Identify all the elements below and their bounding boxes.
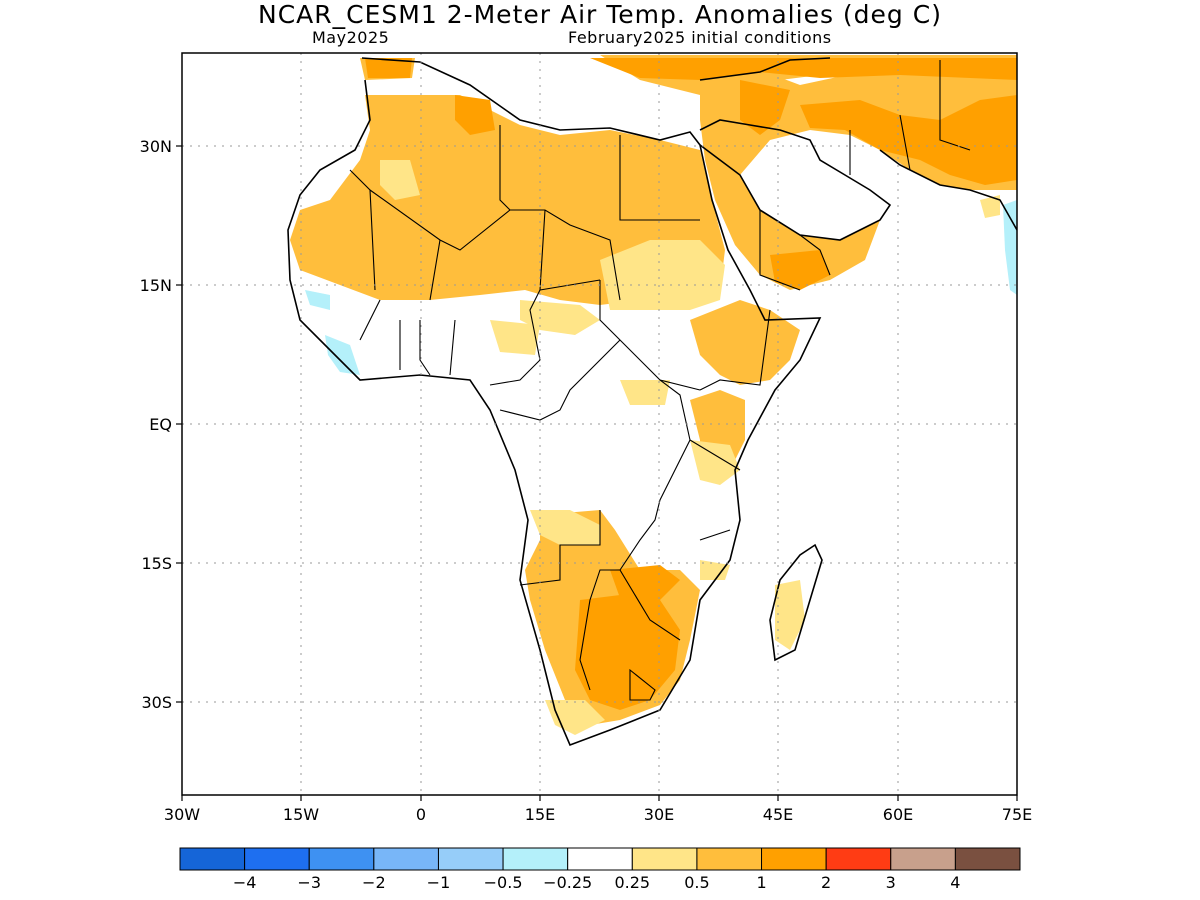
colorbar-label: −4 [233, 873, 257, 892]
colorbar-swatch [631, 847, 698, 871]
lat-label-EQ: EQ [149, 415, 172, 434]
lon-label-45E: 45E [763, 805, 793, 824]
colorbar-swatch [890, 847, 956, 871]
lon-label-15E: 15E [525, 805, 555, 824]
colorbar-swatch [567, 847, 633, 871]
coastlines [287, 57, 1017, 747]
graticule [182, 53, 1017, 795]
colorbar-labels: −4 −3 −2 −1 −0.5 −0.25 0.25 0.5 1 2 3 4 [233, 873, 961, 892]
colorbar-swatch [179, 847, 246, 871]
anomaly-fill-0.25-0.5 [380, 160, 1000, 735]
colorbar-label: −0.25 [543, 873, 592, 892]
colorbar [179, 847, 1021, 871]
lon-label-30E: 30E [644, 805, 674, 824]
colorbar-label: 0.5 [684, 873, 709, 892]
lon-label-60E: 60E [883, 805, 913, 824]
colorbar-label: −1 [427, 873, 451, 892]
colorbar-label: −0.5 [484, 873, 523, 892]
colorbar-label: 1 [756, 873, 766, 892]
colorbar-label: 2 [821, 873, 831, 892]
colorbar-swatch [954, 847, 1021, 871]
lon-label-0: 0 [416, 805, 426, 824]
colorbar-swatch [244, 847, 310, 871]
colorbar-label: −2 [362, 873, 386, 892]
lat-labels: 30N 15N EQ 15S 30S [140, 137, 172, 712]
lon-label-75E: 75E [1002, 805, 1032, 824]
chart-title: NCAR_CESM1 2-Meter Air Temp. Anomalies (… [258, 0, 942, 29]
colorbar-swatch [502, 847, 569, 871]
colorbar-swatch [308, 847, 375, 871]
colorbar-label: 0.25 [614, 873, 650, 892]
lat-label-30N: 30N [140, 137, 172, 156]
anomaly-fill-1-2 [365, 58, 1017, 710]
lon-labels: 30W 15W 0 15E 30E 45E 60E 75E [164, 805, 1032, 824]
lon-label-30W: 30W [164, 805, 200, 824]
colorbar-swatch [437, 847, 504, 871]
colorbar-swatch [825, 847, 892, 871]
map-plot-area [182, 53, 1017, 795]
colorbar-swatch [696, 847, 763, 871]
country-borders [349, 60, 971, 701]
colorbar-swatch [373, 847, 439, 871]
colorbar-label: 4 [950, 873, 960, 892]
lat-label-15S: 15S [141, 554, 172, 573]
lat-label-15N: 15N [140, 276, 172, 295]
colorbar-label: 3 [886, 873, 896, 892]
lon-label-15W: 15W [283, 805, 319, 824]
colorbar-label: −3 [297, 873, 321, 892]
valid-month-label: May2025 [312, 28, 390, 47]
lat-label-30S: 30S [141, 693, 172, 712]
initial-conditions-label: February2025 initial conditions [568, 28, 832, 47]
colorbar-swatch [761, 847, 827, 871]
tick-marks [176, 145, 1018, 801]
